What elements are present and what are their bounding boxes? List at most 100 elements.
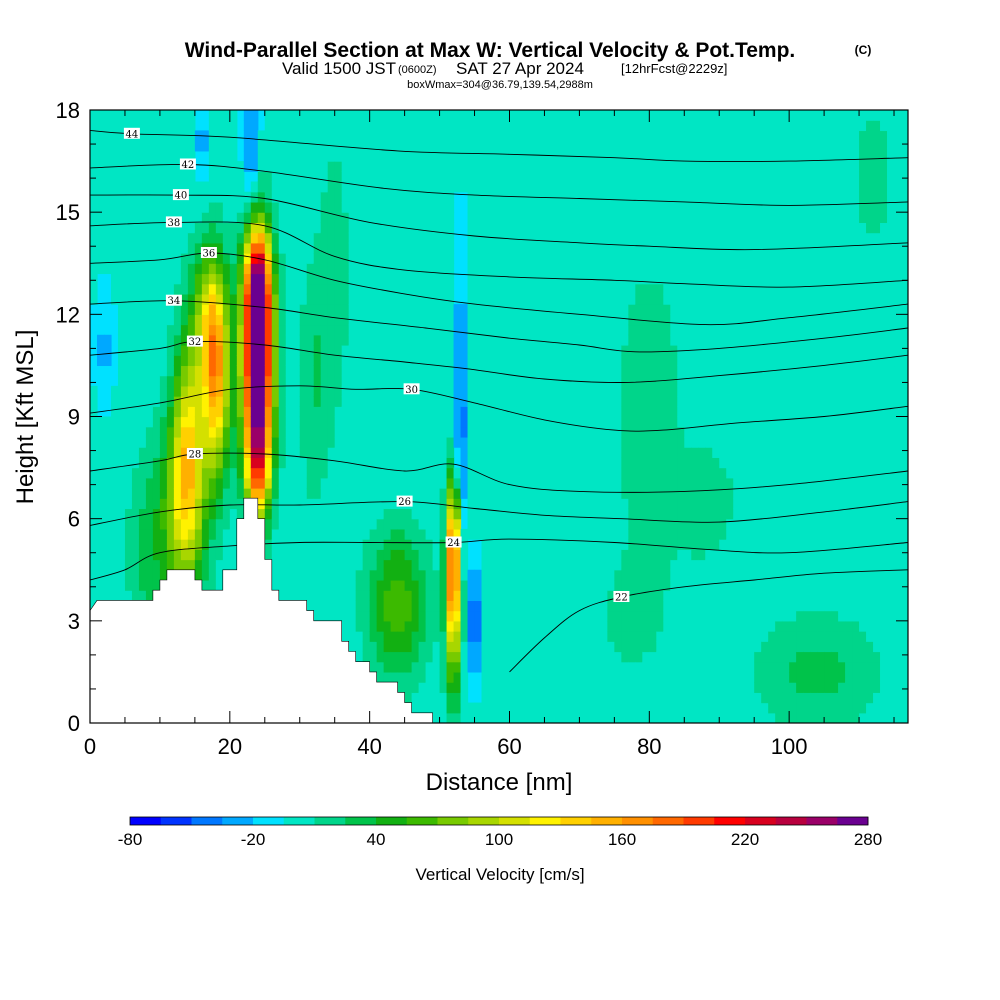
velocity-cell [327, 273, 336, 285]
velocity-cell [446, 406, 455, 418]
velocity-cell [677, 569, 685, 581]
velocity-cell [635, 436, 643, 448]
velocity-cell [677, 518, 685, 530]
velocity-cell [635, 406, 643, 418]
velocity-cell [642, 641, 650, 653]
velocity-cell [635, 620, 643, 632]
velocity-cell [159, 242, 168, 254]
velocity-cell [544, 324, 553, 336]
velocity-cell [327, 161, 336, 172]
velocity-cell [565, 620, 574, 632]
velocity-cell [600, 324, 608, 336]
velocity-cell [194, 232, 203, 244]
velocity-cell [488, 539, 497, 550]
velocity-cell [593, 518, 601, 530]
velocity-cell [355, 253, 364, 264]
velocity-cell [502, 222, 511, 234]
velocity-cell [145, 212, 154, 223]
velocity-cell [502, 436, 511, 448]
velocity-cell [530, 426, 539, 438]
velocity-cell [334, 375, 343, 387]
velocity-cell [593, 426, 601, 438]
velocity-cell [152, 324, 161, 336]
velocity-cell [376, 641, 385, 653]
velocity-cell [509, 641, 518, 653]
velocity-cell [404, 365, 413, 377]
velocity-cell [264, 396, 273, 407]
velocity-cell [383, 324, 392, 336]
velocity-cell [131, 579, 140, 591]
velocity-cell [544, 692, 553, 704]
velocity-cell [502, 334, 511, 346]
velocity-cell [656, 344, 664, 356]
velocity-cell [558, 212, 567, 223]
velocity-cell [558, 620, 567, 632]
velocity-cell [257, 457, 266, 469]
velocity-cell [628, 559, 636, 571]
velocity-cell [446, 712, 455, 723]
velocity-cell [313, 457, 322, 469]
velocity-cell [621, 344, 629, 356]
velocity-cell [600, 508, 608, 520]
velocity-cell [243, 201, 252, 213]
velocity-cell [292, 191, 301, 203]
velocity-cell [656, 651, 664, 663]
velocity-cell [551, 293, 560, 305]
velocity-cell [124, 447, 133, 458]
velocity-cell [264, 201, 273, 213]
velocity-cell [117, 539, 126, 550]
velocity-cell [390, 273, 399, 285]
velocity-cell [607, 232, 615, 244]
velocity-cell [495, 549, 504, 561]
velocity-cell [516, 324, 525, 336]
velocity-cell [166, 304, 175, 315]
velocity-cell [467, 304, 476, 315]
velocity-cell [327, 304, 336, 315]
velocity-cell [453, 569, 462, 581]
velocity-cell [411, 651, 420, 663]
velocity-cell [236, 253, 245, 264]
velocity-cell [642, 579, 650, 591]
velocity-cell [432, 385, 441, 397]
velocity-cell [558, 130, 567, 142]
velocity-cell [614, 579, 622, 591]
velocity-cell [425, 620, 434, 632]
velocity-cell [565, 600, 574, 612]
velocity-cell [299, 293, 308, 305]
velocity-cell [341, 161, 350, 172]
velocity-cell [117, 191, 126, 203]
velocity-cell [509, 406, 518, 418]
velocity-cell [586, 273, 594, 285]
velocity-cell [670, 549, 678, 561]
velocity-cell [495, 590, 504, 601]
velocity-cell [663, 569, 671, 581]
velocity-cell [614, 416, 622, 428]
velocity-cell [432, 355, 441, 367]
velocity-cell [222, 110, 231, 121]
velocity-cell [467, 641, 476, 653]
velocity-cell [124, 436, 133, 448]
velocity-cell [502, 539, 511, 550]
velocity-cell [362, 467, 371, 479]
velocity-cell [103, 559, 112, 571]
velocity-cell [341, 488, 350, 499]
velocity-cell [488, 232, 497, 244]
velocity-cell [593, 467, 601, 479]
velocity-cell [194, 355, 203, 367]
velocity-cell [201, 191, 210, 203]
velocity-cell [432, 579, 441, 591]
velocity-cell [558, 457, 567, 469]
velocity-cell [509, 242, 518, 254]
velocity-cell [103, 222, 112, 234]
velocity-cell [243, 426, 252, 438]
velocity-cell [285, 436, 294, 448]
velocity-cell [348, 365, 357, 377]
velocity-cell [516, 416, 525, 428]
velocity-cell [397, 651, 406, 663]
velocity-cell [103, 242, 112, 254]
velocity-cell [411, 110, 420, 121]
velocity-cell [355, 559, 364, 571]
velocity-cell [145, 396, 154, 407]
velocity-cell [306, 273, 315, 285]
velocity-cell [159, 232, 168, 244]
